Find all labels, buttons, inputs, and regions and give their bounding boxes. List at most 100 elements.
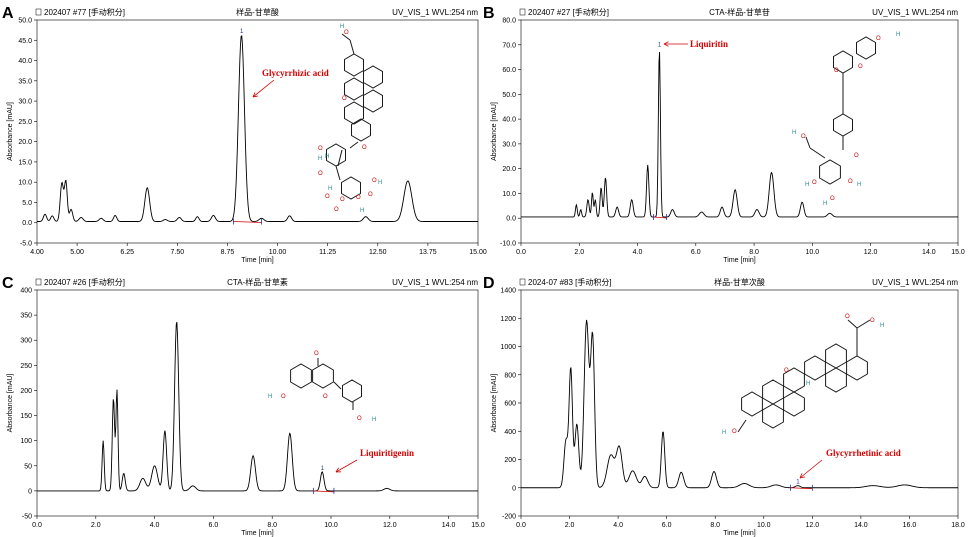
y-tick-label: 150 — [20, 413, 32, 420]
y-tick-label: 800 — [504, 372, 516, 379]
atom-oxygen: O — [318, 146, 323, 152]
atom-oxygen: O — [876, 36, 881, 42]
x-tick-label: 4.00 — [30, 249, 44, 256]
y-tick-label: 0 — [28, 488, 32, 495]
plot-frame — [520, 19, 959, 244]
header-detector: UV_VIS_1 WVL:254 nm — [392, 278, 478, 287]
ring-bond — [819, 159, 841, 185]
atom-hydrogen: H — [896, 32, 900, 38]
x-tick-label: 4.0 — [613, 522, 623, 529]
y-tick-label: 400 — [20, 288, 32, 295]
header-sample-name: 样品-甘草酸 — [236, 7, 279, 17]
y-tick-label: 5.0 — [22, 200, 32, 207]
atom-hydrogen: H — [805, 182, 809, 188]
y-tick-label: 40.0 — [18, 58, 32, 65]
atom-oxygen: O — [830, 196, 835, 202]
peak-number: 1 — [321, 466, 325, 472]
atom-hydrogen: H — [823, 201, 827, 207]
bond — [737, 419, 747, 433]
chromatogram-trace — [37, 35, 478, 222]
y-tick-label: 45.0 — [18, 38, 32, 45]
y-axis-title: Absorbance [mAU] — [491, 374, 498, 433]
atom-hydrogen: H — [378, 180, 382, 186]
y-tick-label: 1400 — [500, 288, 516, 295]
y-tick-label: -10.0 — [500, 241, 516, 248]
y-tick-label: 400 — [504, 429, 516, 436]
x-tick-label: 8.0 — [710, 522, 720, 529]
atom-hydrogen: H — [792, 130, 796, 136]
chromeleon-icon — [35, 278, 42, 286]
plot-frame — [36, 19, 479, 244]
ring-bond — [856, 36, 876, 60]
header-detector: UV_VIS_1 WVL:254 nm — [392, 8, 478, 17]
atom-oxygen: O — [342, 96, 347, 102]
integration-baseline — [790, 487, 813, 490]
y-tick-label: -5.0 — [20, 241, 32, 248]
atom-oxygen: O — [334, 207, 339, 213]
atom-oxygen: O — [372, 178, 377, 184]
x-tick-label: 13.75 — [419, 249, 437, 256]
chromatogram-trace — [521, 51, 958, 218]
atom-hydrogen: H — [360, 208, 364, 214]
atom-oxygen: O — [801, 134, 806, 140]
atom-oxygen: O — [318, 171, 323, 177]
y-tick-label: 35.0 — [18, 78, 32, 85]
y-tick-label: -200 — [502, 514, 516, 521]
y-tick-label: 1000 — [500, 344, 516, 351]
y-tick-label: 30.0 — [18, 99, 32, 106]
ring-bond — [804, 355, 826, 381]
y-tick-label: 200 — [20, 388, 32, 395]
ring-bond — [351, 118, 371, 142]
annotation-arrow — [252, 79, 275, 98]
x-tick-label: 6.0 — [691, 249, 701, 256]
ring-bond — [363, 65, 383, 89]
ring-bond — [825, 367, 847, 393]
x-tick-label: 12.0 — [806, 522, 820, 529]
y-tick-label: 20.0 — [18, 139, 32, 146]
bond — [333, 381, 342, 390]
atom-oxygen: O — [281, 394, 286, 400]
atom-oxygen: O — [858, 64, 863, 70]
atom-hydrogen: H — [880, 323, 884, 329]
x-tick-label: 7.50 — [171, 249, 185, 256]
x-tick-label: 12.0 — [864, 249, 878, 256]
peak-number: 1 — [658, 42, 662, 48]
y-tick-label: 250 — [20, 363, 32, 370]
x-tick-label: 11.25 — [319, 249, 336, 256]
integration-baseline — [653, 216, 667, 219]
atom-oxygen: O — [340, 197, 345, 203]
x-tick-label: 8.75 — [221, 249, 235, 256]
y-axis-title: Absorbance [mAU] — [491, 102, 498, 161]
panel-label: D — [483, 275, 495, 292]
y-tick-label: 0 — [512, 485, 516, 492]
chromatogram-trace — [37, 321, 478, 492]
bond — [856, 319, 871, 329]
peak-number: 1 — [240, 29, 244, 35]
atom-oxygen: O — [870, 318, 875, 324]
chart-panel-a: A 202407 #77 [手动积分] 样品-甘草酸 UV_VIS_1 WVL:254… — [2, 5, 487, 264]
x-tick-label: 6.0 — [209, 522, 219, 529]
atom-oxygen: O — [356, 195, 361, 201]
atom-oxygen: O — [732, 429, 737, 435]
y-tick-label: 50 — [24, 463, 32, 470]
header-sample-name: CTA-样品-甘草素 — [227, 277, 288, 287]
y-tick-label: 300 — [20, 338, 32, 345]
atom-oxygen: O — [834, 68, 839, 74]
bond — [335, 165, 341, 181]
atom-oxygen: O — [357, 416, 362, 422]
x-tick-label: 0.0 — [516, 249, 526, 256]
atom-oxygen: O — [845, 314, 850, 320]
y-tick-label: 70.0 — [502, 42, 516, 49]
y-tick-label: 10.0 — [18, 180, 32, 187]
y-axis-title: Absorbance [mAU] — [7, 102, 14, 161]
atom-oxygen: O — [323, 394, 328, 400]
y-tick-label: 60.0 — [502, 67, 516, 74]
y-tick-label: 10.0 — [502, 191, 516, 198]
header-sample-name: CTA-样品-甘草苷 — [709, 7, 770, 17]
bond — [337, 149, 343, 167]
annotation-arrow — [335, 459, 358, 473]
x-axis-title: Time [min] — [723, 530, 755, 537]
x-tick-label: 16.0 — [903, 522, 917, 529]
